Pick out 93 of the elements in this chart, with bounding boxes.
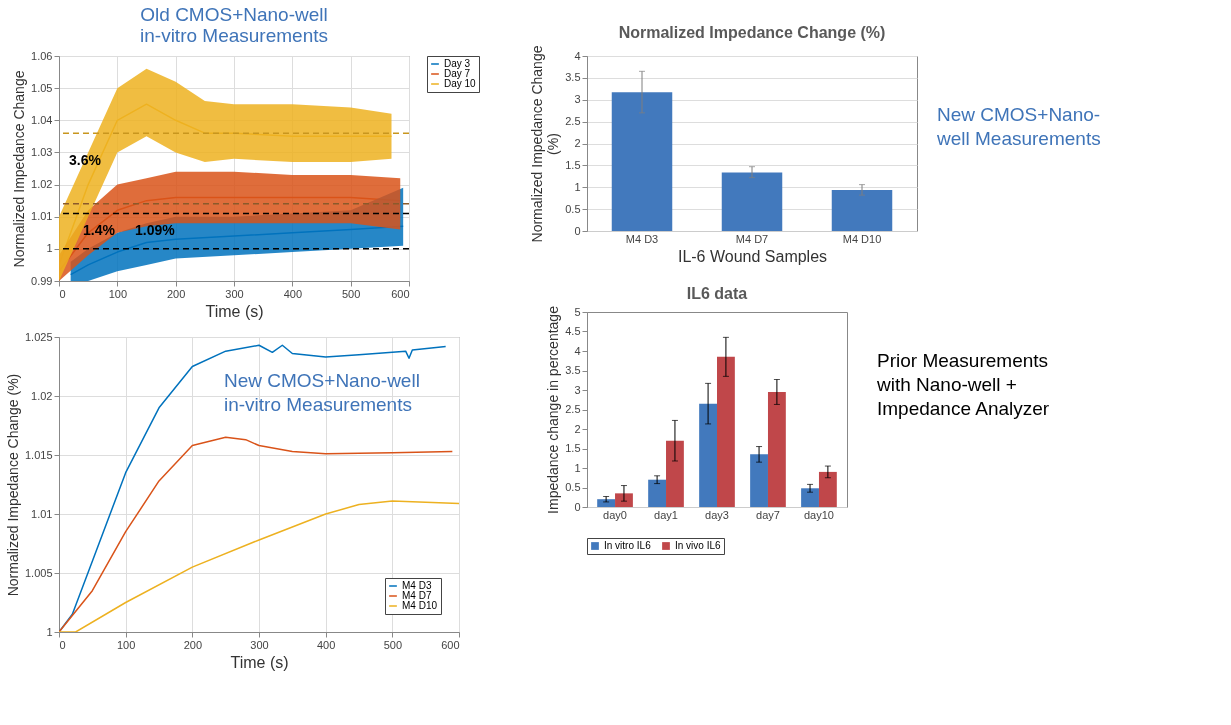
legend-label: In vitro IL6 [604,540,652,551]
x-tick-label: 200 [166,287,186,300]
annotation: 1.4% [83,222,116,238]
bar [767,391,786,507]
x-tick-label: M4 D7 [735,232,769,245]
y-tick-label: 4 [574,344,581,357]
text: New CMOS+Nano- well Measurements [936,104,1101,149]
x-tick-label: day3 [705,508,729,521]
y-tick-label: 2.5 [565,403,581,415]
y-tick-label: 2 [574,422,581,435]
bar [801,488,819,507]
legend-label: M4 D7 [402,590,432,601]
x-tick-label: 300 [250,638,269,651]
annotation: New CMOS+Nano-well in-vitro Measurements [224,370,420,415]
y-tick-label: 1.06 [31,49,53,62]
x-tick-label: 400 [283,287,303,300]
y-tick-label: 0.99 [31,274,53,287]
y-tick-label: 1.025 [24,330,53,343]
y-tick-label: 1 [46,625,53,638]
y-tick-label: 2 [574,137,581,149]
y-tick-label: 3.5 [565,71,581,84]
legend-label: Day 3 [444,58,471,69]
line-series [59,436,454,632]
text: Prior Measurements with Nano-well + Impedance Analyzer [876,350,1050,419]
legend-label: Day 10 [444,78,477,89]
bar [818,471,837,507]
y-tick-label: 4.5 [565,325,581,337]
y-tick-label: 3 [574,93,581,106]
y-tick-label: 1 [574,180,581,193]
x-tick-label: M4 D10 [842,232,882,245]
y-tick-label: 2.5 [565,115,581,128]
bar [611,92,673,231]
y-tick-label: 1.01 [31,210,53,223]
annotation: 1.09% [135,222,176,238]
legend-label: Day 7 [444,68,471,79]
x-tick-label: 600 [391,287,410,300]
y-axis-title: Impedance change in percentage [545,305,562,514]
y-tick-label: 0.5 [565,481,581,493]
x-tick-label: 0 [59,638,66,651]
y-tick-label: 1.04 [31,113,53,126]
x-tick-label: day1 [654,508,678,521]
x-axis-title: IL-6 Wound Samples [677,247,828,265]
bar [721,172,783,231]
chart-title: IL6 data [686,284,748,302]
y-tick-label: 5 [574,305,581,318]
legend-label: In vivo IL6 [675,540,722,551]
x-tick-label: M4 D3 [625,232,659,245]
bar [699,403,717,507]
y-axis-title: Normalized Impedance Change (%) [529,45,562,243]
x-axis-title: Time (s) [230,653,289,671]
bar [666,440,684,507]
chart-title: Normalized Impedance Change (%) [618,24,886,42]
x-tick-label: 500 [383,638,403,651]
x-tick-label: 0 [59,287,66,300]
x-tick-label: 500 [341,287,361,300]
bar [615,493,633,507]
y-tick-label: 1.01 [31,507,53,520]
y-tick-label: 1.005 [24,566,53,579]
x-axis-title: Time (s) [205,302,264,320]
y-tick-label: 1.015 [24,448,53,461]
x-tick-label: day7 [756,508,780,521]
x-tick-label: 100 [108,287,128,300]
y-tick-label: 1 [46,242,53,255]
x-tick-label: 200 [183,638,203,651]
y-tick-label: 0.5 [565,202,581,215]
x-tick-label: 400 [316,638,336,651]
y-tick-label: 3 [574,383,581,396]
y-axis-title: Normalized Impedance Change [11,70,28,268]
legend-label: M4 D10 [402,600,438,611]
x-tick-label: 300 [225,287,244,300]
y-tick-label: 1.5 [565,158,581,171]
y-tick-label: 1.05 [31,81,53,94]
y-tick-label: 1.02 [31,389,53,402]
y-tick-label: 0 [574,500,581,513]
bar [597,499,616,507]
x-tick-label: day10 [803,508,834,521]
x-tick-label: day0 [603,508,627,521]
bar [717,356,735,507]
chart-title: Old CMOS+Nano-well in-vitro Measurements [140,4,328,46]
legend-label: M4 D3 [402,580,432,591]
y-tick-label: 1.02 [31,178,53,191]
y-tick-label: 1.5 [565,442,581,454]
bar [750,454,768,507]
y-tick-label: 1.03 [31,145,53,158]
y-tick-label: 4 [574,49,581,62]
x-tick-label: 100 [116,638,136,651]
x-tick-label: 600 [441,638,460,651]
y-tick-label: 3.5 [565,364,581,376]
bar [648,479,667,507]
y-tick-label: 1 [574,461,581,474]
y-tick-label: 0 [574,224,581,237]
bar [831,189,893,231]
y-axis-title: Normalized Impedance Change (%) [4,373,21,597]
